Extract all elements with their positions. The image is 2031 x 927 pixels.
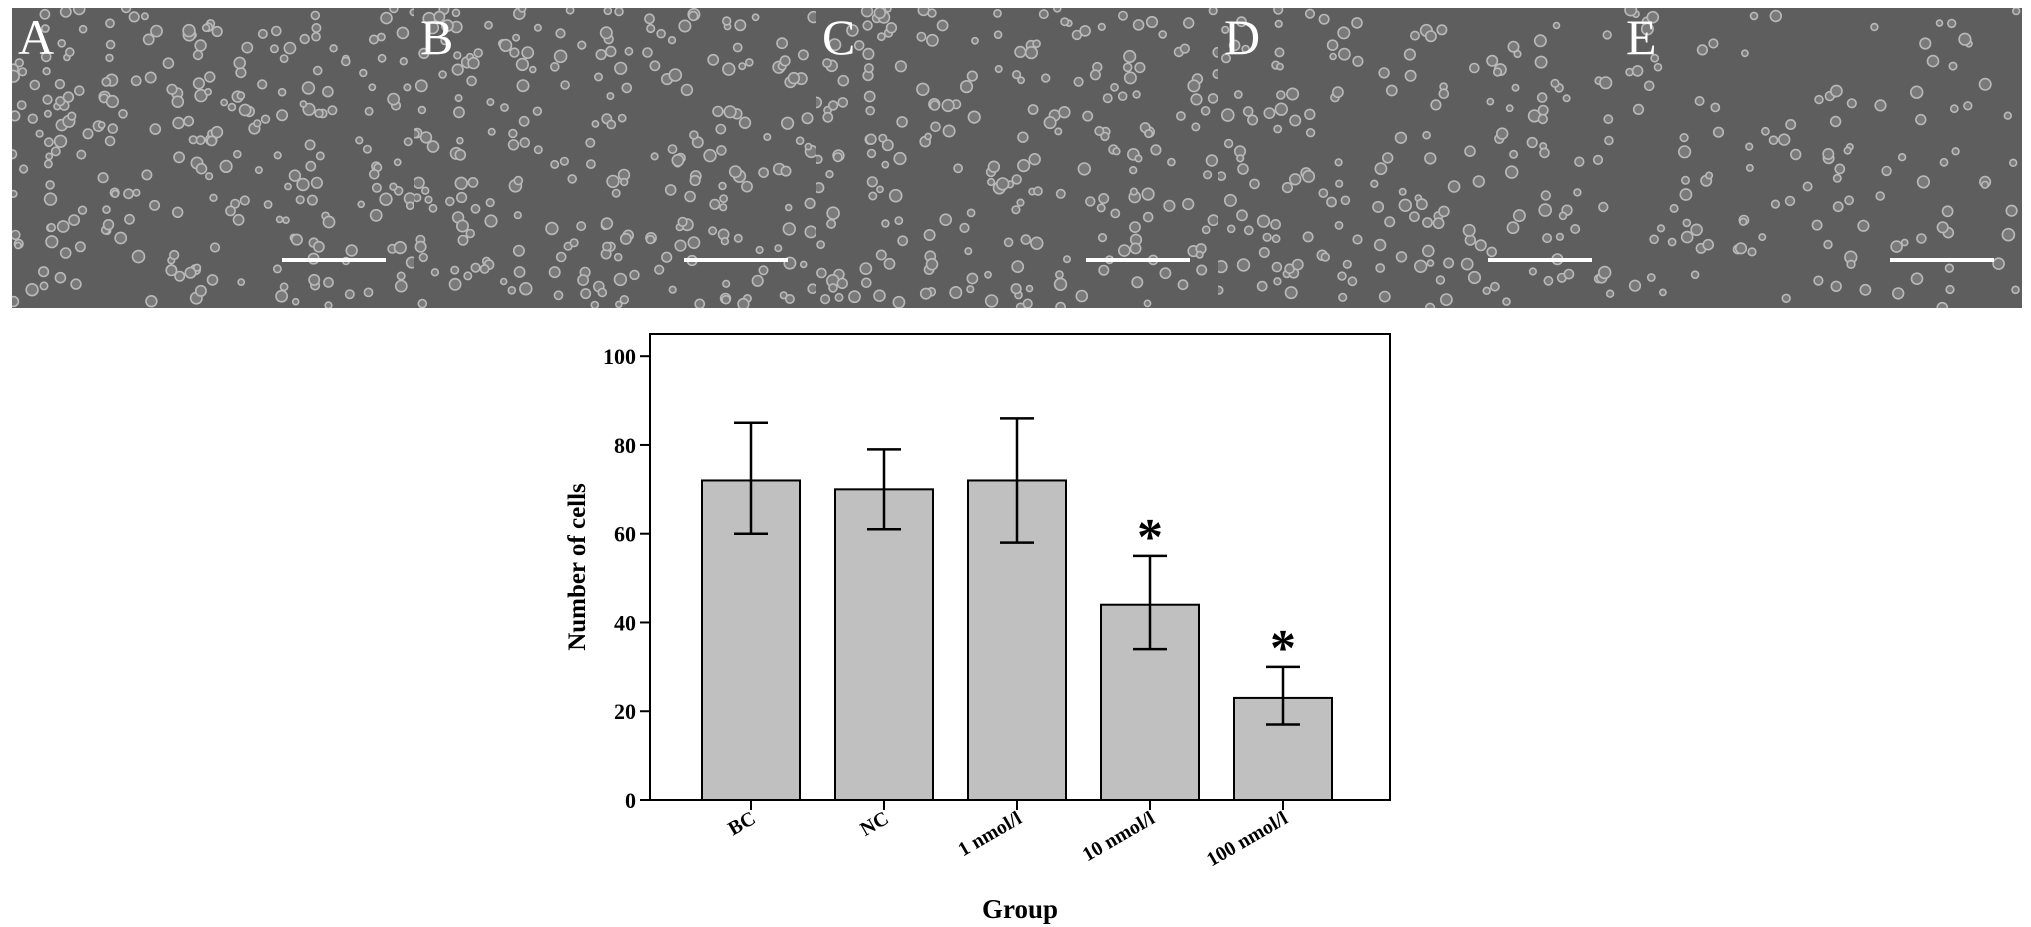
scale-bar xyxy=(282,258,386,262)
error-bars: ** xyxy=(734,417,1300,726)
scale-bar xyxy=(1488,258,1592,262)
cell-image xyxy=(414,8,816,308)
scale-bar xyxy=(684,258,788,262)
scale-bar xyxy=(1890,258,1994,262)
x-tick-label: NC xyxy=(856,807,892,840)
x-axis: BC NC 1 nmol/l 10 nmol/l 100 nmol/l xyxy=(724,800,1292,871)
panel-label: A xyxy=(18,9,55,65)
micrograph-panel-e: E xyxy=(1620,8,2022,308)
micrograph-panel-b: B xyxy=(414,8,816,308)
x-tick-label: 1 nmol/l xyxy=(954,807,1026,861)
cell-image xyxy=(12,8,414,308)
y-axis: 0 20 40 60 80 100 xyxy=(603,344,650,813)
cell-image xyxy=(816,8,1218,308)
cell-image xyxy=(1218,8,1615,308)
significance-marker: * xyxy=(1137,509,1163,566)
cell-image xyxy=(1624,8,2021,308)
micrograph-panel-a: A xyxy=(12,8,414,308)
micrograph-panels: A B C D E xyxy=(12,8,2022,308)
y-tick-label: 80 xyxy=(614,433,636,458)
y-tick-label: 100 xyxy=(603,344,636,369)
x-tick-label: 10 nmol/l xyxy=(1079,807,1159,866)
scale-bar xyxy=(1086,258,1190,262)
y-tick-label: 0 xyxy=(625,788,636,813)
micrograph-panel-d: D xyxy=(1218,8,1620,308)
y-tick-label: 40 xyxy=(614,610,636,635)
significance-marker: * xyxy=(1270,620,1296,677)
panel-label: D xyxy=(1224,9,1261,65)
x-tick-label: BC xyxy=(724,807,759,840)
micrograph-panel-c: C xyxy=(816,8,1218,308)
panel-label: E xyxy=(1626,9,1657,65)
y-tick-label: 60 xyxy=(614,522,636,547)
panel-label: B xyxy=(420,9,454,65)
panel-label: C xyxy=(822,9,856,65)
x-tick-label: 100 nmol/l xyxy=(1203,807,1292,871)
y-tick-label: 20 xyxy=(614,699,636,724)
bar xyxy=(834,488,934,801)
x-axis-label: Group xyxy=(982,894,1058,924)
y-axis-label: Number of cells xyxy=(564,483,591,651)
